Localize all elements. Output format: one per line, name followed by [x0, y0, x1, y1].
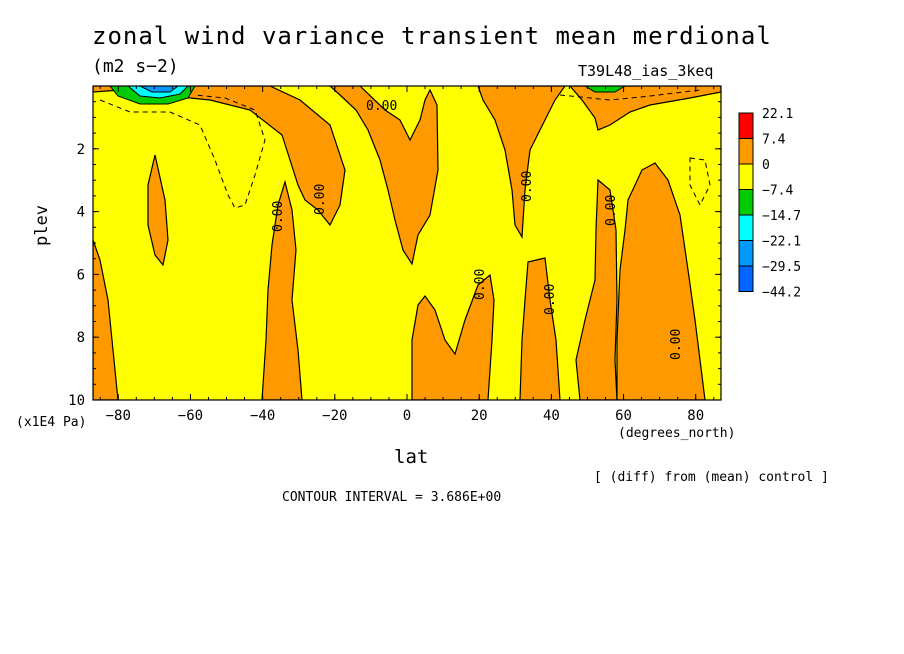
positive-region [329, 86, 439, 266]
colorbar-label: −7.4 [762, 184, 793, 199]
x-tick-label: −80 [106, 408, 131, 424]
x-axis: −80 −60 −40 −20 0 20 40 60 80 [99, 86, 715, 424]
positive-region [147, 154, 169, 267]
chart-units: (m2 s−2) [92, 56, 179, 77]
x-axis-label: lat [394, 446, 429, 468]
colorbar-label: 22.1 [762, 107, 793, 122]
colorbar-label: −44.2 [762, 286, 801, 301]
colorbar-swatch [738, 265, 754, 292]
colorbar-swatch [738, 189, 754, 216]
contour-label: 0.00 [543, 284, 558, 315]
plot-field: 0.00 0.00 0.00 0.00 0.00 0.00 0.00 0.00 [93, 86, 721, 400]
contour-label: 0.00 [473, 269, 488, 300]
positive-region [575, 178, 618, 400]
positive-region [616, 162, 706, 400]
colorbar-swatch [738, 138, 754, 165]
colorbar-swatch [738, 112, 754, 139]
contour-label: 0.00 [520, 171, 535, 202]
colorbar-label: −29.5 [762, 260, 801, 275]
negative-contour [689, 157, 711, 207]
colorbar: 22.1 7.4 0 −7.4 −14.7 −22.1 −29.5 −44.2 [738, 107, 801, 301]
contour-label: 0.00 [604, 195, 619, 226]
y-tick-label: 8 [77, 330, 85, 346]
colorbar-label: 7.4 [762, 133, 786, 148]
x-tick-label: 40 [543, 408, 560, 424]
colorbar-swatch [738, 163, 754, 190]
negative-contour [99, 94, 266, 209]
x-tick-label: 0 [403, 408, 411, 424]
y-tick-label: 2 [77, 142, 85, 158]
positive-region [93, 239, 119, 400]
positive-region [519, 257, 561, 400]
y-axis: 2 4 6 8 10 [68, 101, 721, 409]
contour-label: 0.00 [313, 184, 328, 215]
x-tick-label: 20 [471, 408, 488, 424]
y-tick-label: 10 [68, 393, 85, 409]
negative-region [584, 86, 626, 93]
x-axis-units: (degrees_north) [618, 426, 736, 441]
x-tick-label: −60 [178, 408, 203, 424]
colorbar-swatch [738, 240, 754, 267]
colorbar-swatch [738, 214, 754, 241]
y-tick-label: 4 [77, 205, 85, 221]
colorbar-label: −14.7 [762, 209, 801, 224]
run-name: T39L48_ias_3keq [578, 62, 714, 80]
positive-region [411, 273, 495, 400]
y-tick-label: 6 [77, 267, 85, 283]
positive-region [569, 86, 721, 131]
positive-region [261, 179, 303, 400]
colorbar-label: 0 [762, 158, 770, 173]
x-tick-label: 80 [687, 408, 704, 424]
contour-interval: CONTOUR INTERVAL = 3.686E+00 [282, 490, 502, 505]
y-axis-units: (x1E4 Pa) [16, 415, 87, 430]
contour-label: 0.00 [669, 329, 684, 360]
diff-note: [ (diff) from (mean) control ] [594, 470, 829, 485]
contour-label: 0.00 [271, 201, 286, 232]
x-tick-label: −40 [250, 408, 275, 424]
x-tick-label: −20 [322, 408, 347, 424]
x-tick-label: 60 [615, 408, 632, 424]
colorbar-label: −22.1 [762, 235, 801, 250]
negative-region [139, 86, 179, 93]
contour-label: 0.00 [366, 99, 397, 114]
positive-region [477, 86, 566, 240]
chart-title: zonal wind variance transient mean merdi… [92, 22, 772, 50]
